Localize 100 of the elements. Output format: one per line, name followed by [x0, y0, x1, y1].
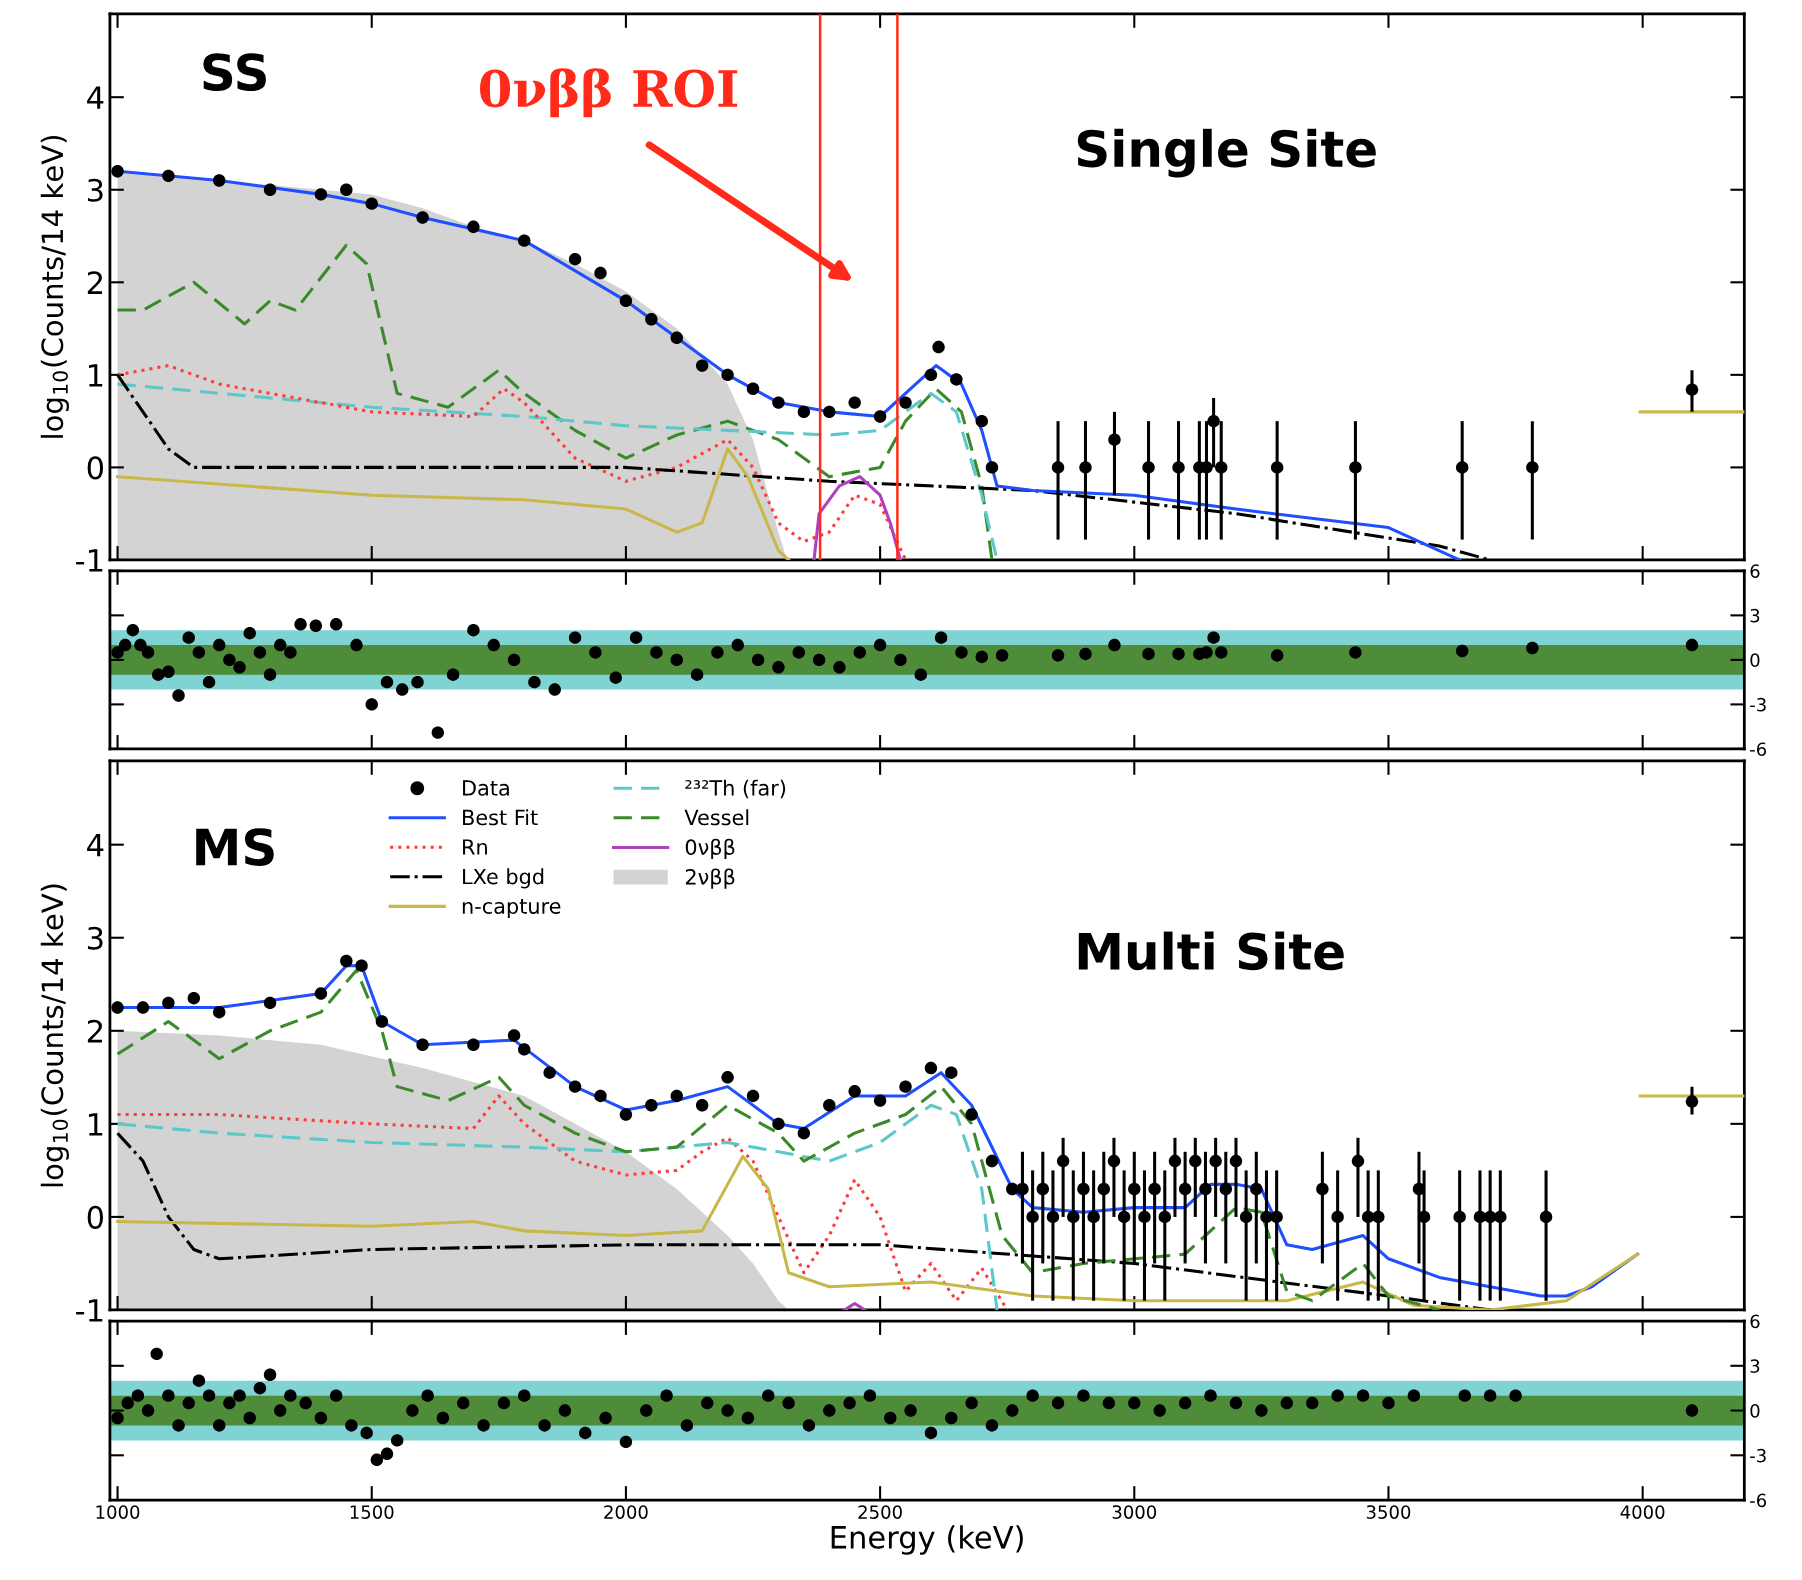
y-tick-label: 3	[87, 926, 103, 950]
point	[695, 1099, 709, 1112]
legend-label: Best Fit	[463, 809, 538, 826]
x-tick-label: 2000	[604, 1505, 648, 1519]
point	[985, 461, 999, 474]
x-axis-title: Energy (keV)	[831, 1525, 1023, 1555]
y-axis-title: log$_{10}$(Counts/14 keV)	[40, 135, 69, 438]
y-tick-label: -1	[76, 1299, 103, 1322]
point	[721, 1071, 734, 1084]
point	[187, 992, 201, 1005]
point	[1526, 461, 1539, 474]
point	[1189, 1154, 1202, 1168]
x-tick-label: 3500	[1366, 1505, 1411, 1519]
point	[1351, 1154, 1365, 1168]
point	[619, 294, 633, 308]
point	[1108, 433, 1121, 446]
point	[568, 252, 582, 266]
point	[848, 396, 861, 409]
point	[1016, 1182, 1029, 1196]
point	[1455, 461, 1469, 474]
point	[594, 266, 607, 280]
point	[1158, 1210, 1171, 1224]
point	[111, 1001, 124, 1014]
point	[1209, 1154, 1222, 1168]
point	[1142, 461, 1155, 474]
y-tick-label: -6	[1750, 742, 1767, 757]
y-tick-label: 6	[1750, 564, 1760, 578]
y-tick-label: 0	[87, 1205, 104, 1229]
y-tick-label: 3	[1750, 1359, 1760, 1373]
point	[1117, 1210, 1131, 1224]
point	[1046, 1210, 1060, 1224]
point	[797, 1126, 811, 1140]
point	[213, 1005, 226, 1019]
point	[1539, 1210, 1553, 1224]
legend-label: LXe bgd	[463, 868, 544, 889]
point	[1077, 1182, 1090, 1196]
legend-label: ²³²Th (far)	[685, 779, 786, 799]
point	[1453, 1210, 1466, 1224]
point	[543, 1066, 556, 1079]
point	[1219, 1182, 1233, 1196]
point	[518, 1043, 531, 1056]
point	[314, 188, 328, 201]
point	[1685, 383, 1699, 396]
point	[746, 1089, 760, 1103]
point	[467, 1038, 480, 1051]
y-tick-label: 0	[87, 456, 104, 480]
annotation: MS	[196, 828, 274, 866]
annotation: 0νββ ROI	[480, 68, 738, 118]
point	[162, 169, 175, 183]
point	[416, 211, 429, 224]
point	[507, 1029, 521, 1042]
x-tick-label: 2500	[858, 1505, 902, 1519]
y-tick-label: 1	[88, 364, 103, 387]
point	[823, 405, 836, 419]
point	[1250, 1182, 1263, 1196]
point	[1417, 1210, 1431, 1224]
point	[518, 234, 531, 247]
point	[1494, 1210, 1507, 1224]
point	[1372, 1210, 1385, 1224]
point	[340, 183, 353, 196]
line-series	[116, 364, 908, 560]
line-series	[116, 243, 994, 560]
y-tick-label: 2	[87, 1019, 102, 1043]
point	[670, 331, 683, 345]
y-tick-label: -3	[1750, 1448, 1766, 1463]
legend-label: Data	[463, 780, 509, 796]
y-tick-label: -1	[76, 549, 103, 572]
point	[1138, 1210, 1151, 1224]
point	[1483, 1210, 1497, 1224]
x-tick-label: 3000	[1112, 1505, 1157, 1519]
point	[645, 313, 658, 326]
point	[1270, 1210, 1283, 1224]
y-tick-label: 3	[1750, 608, 1760, 623]
x-tick-label: 1000	[96, 1505, 140, 1519]
point	[1178, 1182, 1192, 1196]
point	[975, 414, 988, 428]
point	[695, 359, 709, 372]
point	[670, 1089, 683, 1103]
point	[848, 1085, 861, 1098]
point	[899, 396, 912, 409]
point	[1036, 1182, 1049, 1196]
point	[746, 382, 760, 395]
y-tick-label: 4	[87, 834, 104, 857]
point	[932, 340, 945, 354]
legend-label: n-capture	[462, 899, 561, 918]
point	[619, 1108, 633, 1121]
point	[1316, 1182, 1329, 1196]
point	[1229, 1154, 1243, 1168]
point	[1172, 461, 1185, 474]
point	[467, 220, 480, 233]
legend-label: Rn	[463, 839, 487, 855]
x-tick-label: 4000	[1620, 1505, 1665, 1519]
point	[213, 174, 226, 187]
point	[965, 1108, 978, 1121]
point	[1207, 414, 1220, 428]
point	[1056, 1154, 1070, 1168]
point	[1148, 1182, 1161, 1196]
point	[568, 1080, 582, 1093]
annotation: Single Site	[1077, 128, 1376, 178]
point	[1199, 1182, 1212, 1196]
